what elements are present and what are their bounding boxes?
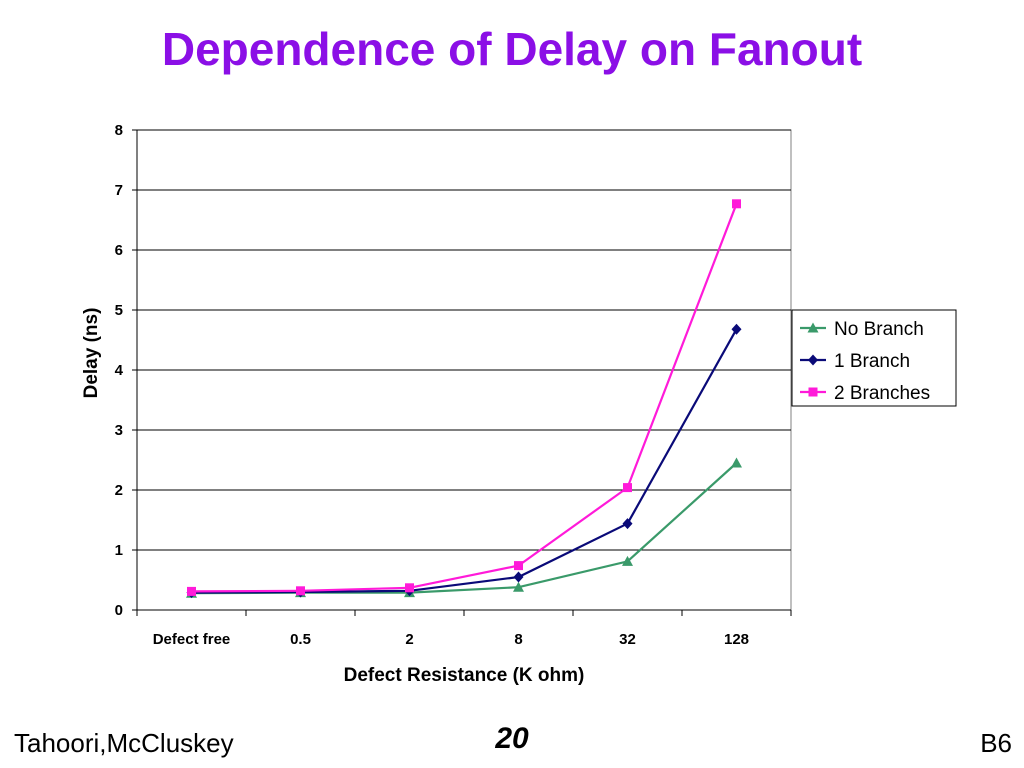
data-point-1-branch — [731, 323, 742, 335]
data-point-2-branches — [296, 586, 305, 596]
legend-box — [791, 309, 957, 407]
x-tick-label: Defect free — [153, 631, 231, 648]
legend-entry-no-branch: No Branch — [800, 319, 924, 340]
slide-code: B6 — [980, 728, 1012, 758]
page-number: 20 — [495, 722, 529, 755]
series-2-branches — [187, 199, 741, 596]
legend-entry-2-branches: 2 Branches — [800, 383, 930, 404]
y-tick-label: 2 — [115, 482, 123, 499]
legend-label: 2 Branches — [834, 383, 930, 404]
series-layer — [186, 199, 742, 599]
legend-label: 1 Branch — [834, 351, 910, 372]
data-point-2-branches — [514, 561, 523, 571]
data-point-no-branch — [622, 555, 633, 566]
chart-legend: No Branch 1 Branch 2 Branches — [791, 309, 957, 407]
x-axis-label: Defect Resistance (K ohm) — [344, 665, 585, 686]
data-point-no-branch — [731, 457, 742, 468]
y-tick-label: 0 — [115, 602, 123, 619]
data-point-2-branches — [623, 483, 632, 493]
x-tick-label: 8 — [514, 631, 522, 648]
data-point-no-branch — [513, 581, 524, 592]
y-tick-label: 6 — [115, 242, 123, 259]
y-tick-label: 4 — [115, 362, 124, 379]
data-point-1-branch — [513, 571, 524, 583]
legend-marker — [808, 387, 818, 397]
series-line-1-branch — [191, 328, 738, 594]
x-tick-label: 128 — [724, 631, 749, 648]
x-tick-label: 2 — [405, 631, 413, 648]
slide-title: Dependence of Delay on Fanout — [161, 23, 863, 75]
data-point-2-branches — [187, 586, 196, 596]
legend-marker — [808, 354, 818, 366]
legend-label: No Branch — [834, 319, 924, 340]
series-line-2-branches — [191, 203, 738, 593]
data-point-2-branches — [732, 199, 741, 209]
y-tick-label: 7 — [115, 182, 123, 199]
data-point-2-branches — [405, 583, 414, 593]
footer-author: Tahoori,McCluskey — [14, 728, 234, 758]
legend-entry-1-branch: 1 Branch — [800, 351, 910, 372]
x-tick-label: 32 — [619, 631, 636, 648]
y-tick-label: 5 — [115, 302, 123, 319]
plot-area: 0 1 2 3 4 5 6 7 8 Defect free 0.5 2 8 32 128 — [115, 122, 792, 648]
y-tick-label: 1 — [115, 542, 123, 559]
y-tick-label: 3 — [115, 422, 123, 439]
y-tick-label: 8 — [115, 122, 123, 139]
x-tick-label: 0.5 — [290, 631, 311, 648]
y-axis-label: Delay (ns) — [81, 308, 102, 399]
legend-marker — [807, 322, 819, 333]
data-point-1-branch — [622, 518, 633, 530]
